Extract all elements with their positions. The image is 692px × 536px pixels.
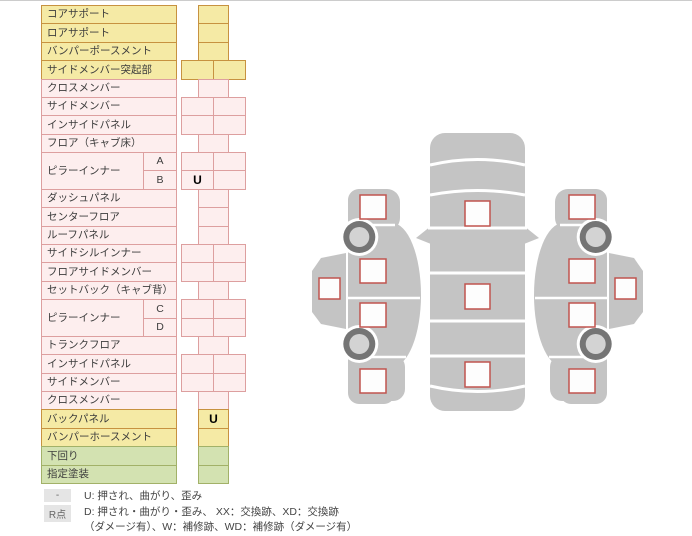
- wheel-icon: [340, 218, 379, 256]
- grade-cell: [198, 336, 229, 355]
- grade-cell: [213, 373, 246, 392]
- left-bumper-marker: [318, 277, 341, 300]
- left-rear-marker: [359, 368, 387, 394]
- grade-cell: [181, 354, 214, 374]
- row-label: センターフロア: [41, 207, 177, 227]
- row-label: ピラーインナー: [41, 299, 144, 337]
- row-sub-label: D: [143, 318, 177, 337]
- right-rear-door-marker: [568, 302, 596, 328]
- row-label: インサイドパネル: [41, 115, 177, 135]
- grade-cell: [181, 373, 214, 392]
- row-label: サイドメンバー突起部: [41, 60, 177, 80]
- row-label: 指定塗装: [41, 465, 177, 484]
- wheel-icon: [576, 325, 615, 363]
- row-label: クロスメンバー: [41, 391, 177, 410]
- car-top-view: [416, 133, 539, 411]
- row-label: インサイドパネル: [41, 354, 177, 374]
- grade-cell: [198, 23, 229, 43]
- legend-badge-normal: -: [44, 489, 71, 502]
- grade-cell: [198, 281, 229, 300]
- legend-badge-rpoint: R点: [44, 505, 71, 522]
- right-front-door-marker: [568, 258, 596, 284]
- grade-cell: [198, 134, 229, 153]
- row-label: ルーフパネル: [41, 226, 177, 245]
- row-sub-label: C: [143, 299, 177, 319]
- grade-cell: [181, 244, 214, 263]
- car-damage-diagram: [312, 133, 643, 411]
- side-mirror-icon: [416, 226, 431, 244]
- grade-cell: [198, 42, 229, 61]
- grade-cell: U: [181, 170, 214, 190]
- grade-cell: [213, 318, 246, 337]
- grade-cell: [198, 428, 229, 447]
- grade-cell: [181, 152, 214, 171]
- row-label: サイドメンバー: [41, 97, 177, 116]
- row-sub-label: A: [143, 152, 177, 171]
- grade-cell: [213, 354, 246, 374]
- grade-cell: [181, 299, 214, 319]
- legend: - U: 押され、曲がり、歪み R点 D: 押され・曲がり・歪み、 XX：交換跡…: [44, 489, 357, 536]
- row-label: サイドメンバー: [41, 373, 177, 392]
- right-front-marker: [568, 194, 596, 220]
- grade-cell: [198, 226, 229, 245]
- legend-rpoint-line1: D: 押され・曲がり・歪み、 XX：交換跡、XD：交換跡: [84, 506, 339, 518]
- row-label: ダッシュパネル: [41, 189, 177, 208]
- left-rear-door-marker: [359, 302, 387, 328]
- row-label: バックパネル: [41, 409, 177, 429]
- grade-cell: [181, 115, 214, 135]
- grade-cell: U: [198, 409, 229, 429]
- grade-cell: [198, 446, 229, 466]
- side-mirror-icon: [524, 226, 539, 244]
- grade-cell: [213, 262, 246, 282]
- row-label: ロアサポート: [41, 23, 177, 43]
- grade-cell: [213, 244, 246, 263]
- row-label: フロア（キャブ床）: [41, 134, 177, 153]
- grade-cell: [198, 5, 229, 24]
- grade-cell: [213, 97, 246, 116]
- legend-text-normal: U: 押され、曲がり、歪み: [84, 490, 203, 502]
- top-front-marker: [464, 200, 491, 227]
- grade-cell: [198, 79, 229, 98]
- row-label: クロスメンバー: [41, 79, 177, 98]
- row-sub-label: B: [143, 170, 177, 190]
- wheel-icon: [340, 325, 379, 363]
- top-rear-marker: [464, 361, 491, 388]
- row-label: バンパーポースメント: [41, 42, 177, 61]
- row-label: トランクフロア: [41, 336, 177, 355]
- grade-cell: [213, 299, 246, 319]
- row-label: コアサポート: [41, 5, 177, 24]
- legend-row-normal: - U: 押され、曲がり、歪み: [44, 489, 357, 504]
- grade-cell: [181, 97, 214, 116]
- top-roof-marker: [464, 283, 491, 310]
- right-bumper-marker: [614, 277, 637, 300]
- damage-marker-layer: [318, 194, 637, 394]
- wheel-icon: [576, 218, 615, 256]
- right-rear-marker: [568, 368, 596, 394]
- car-left-side-view: [312, 189, 421, 404]
- grade-cell: [213, 60, 246, 80]
- legend-text-rpoint: D: 押され・曲がり・歪み、 XX：交換跡、XD：交換跡 （ダメージ有）、W：補…: [84, 505, 357, 535]
- row-label: フロアサイドメンバー: [41, 262, 177, 282]
- legend-rpoint-line2: （ダメージ有）、W：補修跡、WD：補修跡（ダメージ有）: [84, 521, 358, 533]
- left-front-marker: [359, 194, 387, 220]
- left-front-door-marker: [359, 258, 387, 284]
- grade-cell: [198, 465, 229, 484]
- row-label: セットバック（キャブ背）: [41, 281, 177, 300]
- grade-cell: [213, 152, 246, 171]
- grade-cell: [198, 189, 229, 208]
- grade-cell: [181, 60, 214, 80]
- grade-cell: [213, 115, 246, 135]
- legend-row-rpoint: R点 D: 押され・曲がり・歪み、 XX：交換跡、XD：交換跡 （ダメージ有）、…: [44, 505, 357, 535]
- grade-cell: [213, 170, 246, 190]
- row-label: ピラーインナー: [41, 152, 144, 190]
- grade-cell: [181, 262, 214, 282]
- row-label: サイドシルインナー: [41, 244, 177, 263]
- row-label: バンパーホースメント: [41, 428, 177, 447]
- row-label: 下回り: [41, 446, 177, 466]
- grade-cell: [181, 318, 214, 337]
- grade-cell: [198, 207, 229, 227]
- grade-cell: [198, 391, 229, 410]
